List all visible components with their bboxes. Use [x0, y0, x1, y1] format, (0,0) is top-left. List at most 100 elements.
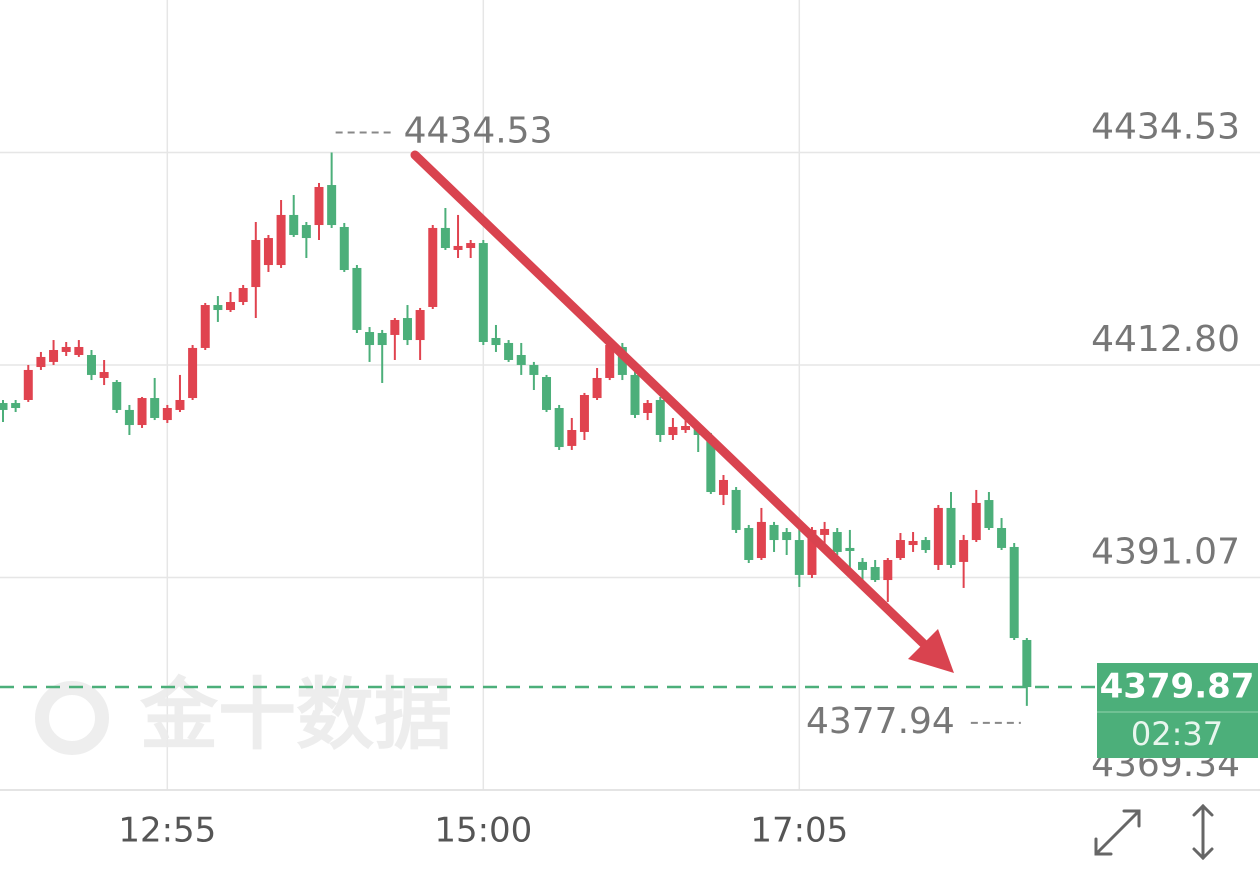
candle-body [643, 403, 653, 413]
candle-body [630, 374, 640, 415]
candle-body [162, 408, 172, 421]
candle-body [0, 403, 8, 410]
candle-body [213, 305, 223, 311]
candle-body [959, 540, 969, 562]
candle-body [516, 355, 526, 365]
arrow-head [908, 629, 954, 673]
candle-body [605, 345, 615, 378]
candle-body [718, 479, 728, 495]
candle-body [731, 489, 741, 530]
candle-body [263, 238, 273, 266]
candle-body [453, 245, 463, 250]
candle-body [782, 532, 792, 541]
candle-body [769, 524, 779, 541]
candle-body [984, 500, 994, 529]
candle-body [390, 319, 400, 335]
candle-body [276, 214, 286, 266]
candle-body [365, 332, 375, 346]
candle-body [579, 395, 589, 432]
candle-body [314, 186, 324, 226]
high-label: 4434.53 [404, 110, 553, 151]
candle-body [61, 346, 71, 352]
candle-body [402, 318, 412, 341]
candle-body [1022, 639, 1032, 688]
candle-body [23, 369, 33, 400]
candle-body [794, 540, 804, 575]
candle-body [554, 408, 564, 448]
candle-body [529, 364, 539, 375]
scale-button[interactable] [1192, 803, 1214, 861]
candle-body [845, 547, 855, 551]
candle-body [933, 507, 943, 565]
candle-body [226, 301, 236, 311]
candle-body [188, 347, 198, 399]
candle-body [971, 502, 981, 541]
candle-body [175, 399, 185, 410]
candle-body [617, 346, 627, 375]
arrow-shaft [410, 150, 931, 651]
candle-body [908, 541, 918, 546]
candle-body [137, 398, 147, 426]
candle-body [883, 559, 893, 581]
candles [0, 152, 1032, 706]
candle-body [327, 185, 337, 226]
candle-body [858, 561, 868, 570]
candle-body [415, 310, 425, 341]
candle-body [567, 430, 577, 446]
candle-body [681, 426, 691, 431]
x-tick-label: 17:05 [750, 811, 848, 851]
trend-arrow [410, 150, 954, 673]
candle-body [352, 267, 362, 330]
watermark-logo [35, 681, 109, 755]
candle-body [428, 227, 438, 307]
candle-body [289, 214, 299, 236]
candle-body [478, 243, 488, 342]
candle-body [150, 398, 160, 418]
candle-body [997, 528, 1007, 548]
candle-body [807, 529, 817, 575]
last-price-label: 4379.87 [1100, 667, 1255, 707]
watermark: 金十数据 [35, 670, 452, 760]
y-tick-label: 4391.07 [1091, 531, 1240, 572]
candle-body [112, 381, 122, 410]
candle-body [99, 372, 109, 378]
candle-body [466, 243, 476, 249]
candle-body [921, 540, 931, 551]
low-label: 4377.94 [806, 701, 955, 742]
watermark-text: 金十数据 [139, 670, 452, 760]
candle-body [11, 403, 21, 409]
candle-body [592, 377, 602, 399]
candle-body [251, 239, 261, 288]
candle-body [744, 528, 754, 560]
y-tick-label: 4412.80 [1091, 319, 1240, 360]
toolbar [1094, 803, 1214, 861]
candle-body [440, 227, 450, 249]
candle-body [668, 426, 678, 435]
candle-body [946, 507, 956, 565]
candle-body [491, 337, 501, 346]
y-tick-label: 4434.53 [1091, 106, 1240, 147]
candle-body [1009, 546, 1019, 639]
candle-body [49, 350, 59, 362]
candle-body [200, 305, 210, 348]
candle-body [870, 567, 880, 581]
candle-body [301, 225, 311, 239]
candle-body [504, 342, 514, 360]
candle-body [377, 332, 387, 346]
candle-body [86, 355, 96, 375]
candle-body [655, 399, 665, 435]
candle-body [36, 356, 46, 368]
candle-body [820, 528, 830, 535]
candle-body [124, 409, 134, 426]
last-price-badge [1097, 663, 1258, 759]
fullscreen-button[interactable] [1094, 809, 1141, 856]
candle-body [756, 521, 766, 559]
candle-body [895, 540, 905, 559]
candle-body [339, 226, 349, 271]
candle-body [74, 346, 84, 356]
x-tick-label: 12:55 [118, 811, 216, 851]
x-tick-label: 15:00 [434, 811, 532, 851]
